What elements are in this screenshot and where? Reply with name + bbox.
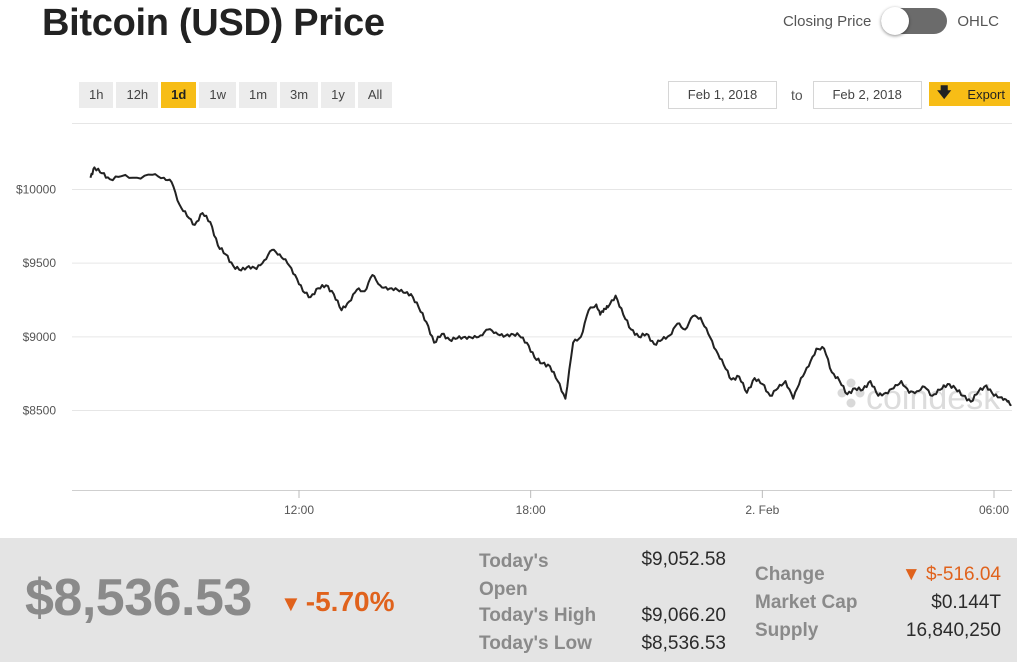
range-button-1h[interactable]: 1h	[79, 82, 114, 108]
x-tick-label: 12:00	[284, 503, 314, 517]
down-triangle-icon: ▼	[280, 591, 302, 616]
today-high-value: $9,066.20	[641, 605, 726, 626]
today-open-label: Today's Open	[479, 551, 549, 600]
range-selector: 1h 12h 1d 1w 1m 3m 1y All	[79, 82, 393, 108]
range-button-1y[interactable]: 1y	[321, 82, 355, 108]
x-tick-label: 06:00	[979, 503, 1009, 517]
date-to-input[interactable]	[812, 81, 922, 109]
export-button[interactable]: 🡇 Export	[929, 82, 1010, 106]
change-percent: ▼ -5.70%	[280, 586, 395, 618]
range-button-12h[interactable]: 12h	[116, 82, 159, 108]
range-button-1m[interactable]: 1m	[238, 82, 278, 108]
today-low-label: Today's Low	[479, 633, 592, 654]
page-title: Bitcoin (USD) Price	[42, 2, 385, 44]
range-button-1d[interactable]: 1d	[161, 82, 197, 108]
export-label: Export	[967, 86, 1005, 102]
change-amount: $-516.04	[925, 564, 1001, 585]
download-arrow-icon: 🡇	[937, 84, 952, 100]
y-tick-label: $9000	[23, 330, 57, 344]
date-from-input[interactable]	[668, 81, 777, 109]
market-cap-label: Market Cap	[755, 592, 858, 613]
ohlc-label: OHLC	[957, 12, 999, 30]
price-series-line	[89, 166, 1012, 407]
today-high-label: Today's High	[479, 605, 597, 626]
y-tick-label: $9500	[23, 256, 57, 270]
x-tick-label: 18:00	[516, 503, 546, 517]
range-button-3m[interactable]: 3m	[280, 82, 319, 108]
watermark-dot	[846, 398, 856, 408]
change-percent-value: -5.70%	[305, 586, 395, 617]
y-tick-label: $8500	[23, 404, 57, 418]
today-open-value: $9,052.58	[641, 549, 726, 570]
range-button-1w[interactable]: 1w	[199, 82, 236, 108]
date-to-label: to	[791, 87, 803, 103]
market-cap-value: $0.144T	[931, 592, 1001, 613]
price-type-toggle[interactable]	[881, 7, 948, 35]
change-label: Change	[755, 564, 825, 585]
coindesk-watermark: coindesk	[837, 378, 1001, 417]
supply-label: Supply	[755, 620, 819, 641]
price-chart: $8500 $9000 $9500 $10000 12:00 18:00 2. Feb 06:…	[16, 123, 1012, 517]
price-type-toggle-group: Closing Price OHLC	[782, 7, 999, 35]
x-tick-label: 2. Feb	[745, 503, 779, 517]
watermark-dot	[846, 378, 856, 388]
change-value: ▼ $-516.04	[860, 564, 1001, 586]
supply-value: 16,840,250	[905, 620, 1001, 641]
toggle-knob[interactable]	[881, 7, 910, 35]
date-range: to	[668, 81, 922, 109]
change-down-icon: ▼	[901, 564, 926, 585]
current-price: $8,536.53	[25, 569, 252, 627]
today-low-value: $8,536.53	[641, 633, 726, 654]
y-tick-label: $10000	[16, 183, 56, 197]
range-button-all[interactable]: All	[357, 82, 393, 108]
stats-panel: $8,536.53 ▼ -5.70% Today's Open $9,052.58…	[0, 538, 1017, 662]
watermark-text: coindesk	[866, 379, 1001, 417]
closing-price-label: Closing Price	[782, 12, 872, 30]
